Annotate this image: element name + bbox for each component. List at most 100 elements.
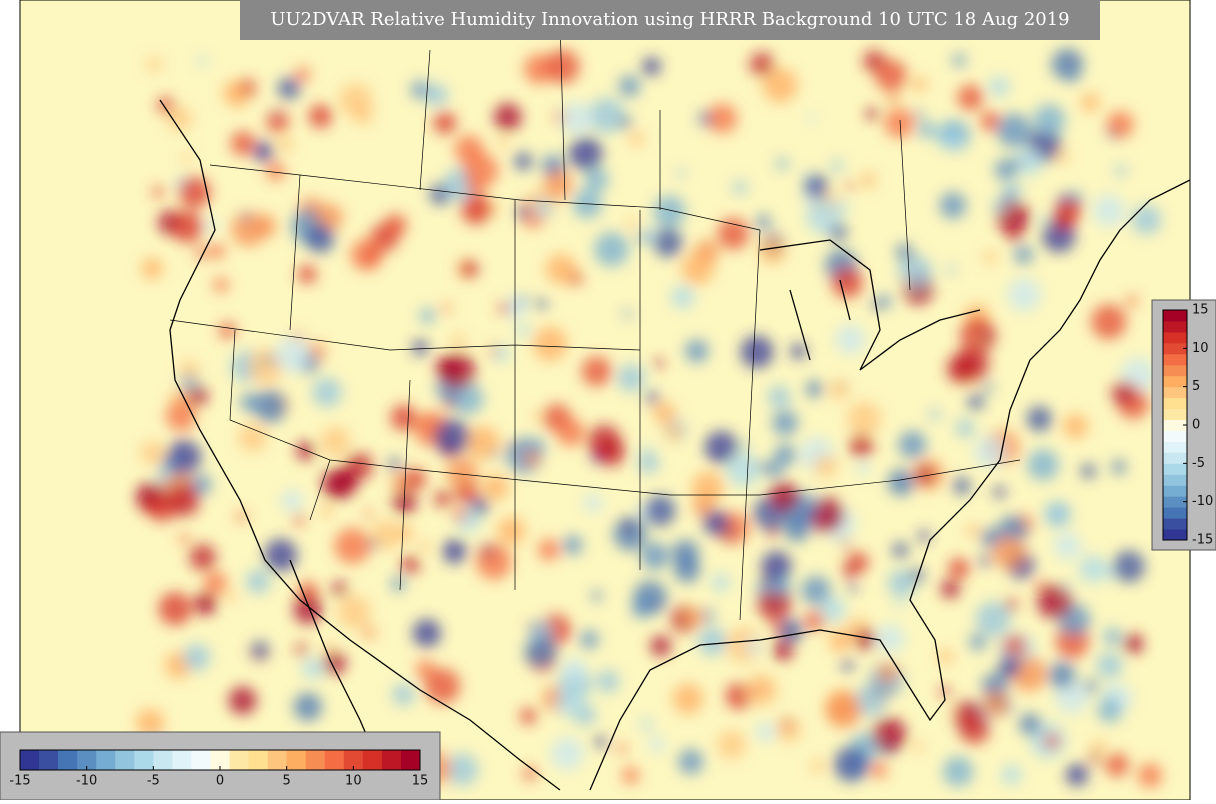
field-blob [761,551,792,582]
field-blob [252,214,277,238]
field-blob [166,439,202,475]
field-blob [842,563,857,578]
field-blob [836,200,849,213]
field-blob [1011,158,1022,168]
field-blob [877,662,899,683]
colorbar-swatch [1163,430,1187,442]
field-blob [1019,713,1042,736]
field-blob [814,454,838,478]
field-blob [516,205,530,219]
field-blob [562,535,583,555]
field-blob [248,348,284,385]
field-blob [179,360,199,380]
field-blob [641,542,669,570]
field-blob [302,658,324,680]
colorbar-swatch [1163,452,1187,464]
field-blob [434,490,451,507]
field-blob [870,761,888,779]
field-blob [671,285,695,309]
field-blob [523,449,541,466]
field-blob [772,410,798,436]
field-blob [622,767,640,784]
field-blob [894,599,904,609]
field-blob [1080,463,1096,479]
field-blob [801,575,831,606]
field-blob [830,160,843,173]
field-blob [992,198,1007,213]
field-blob [733,180,747,195]
field-blob [951,709,961,719]
field-blob [1083,679,1098,693]
field-blob [533,197,553,218]
field-blob [493,103,522,131]
field-blob [364,509,373,518]
field-blob [466,177,484,195]
field-blob [465,426,500,460]
colorbar-swatch [1163,342,1187,355]
field-blob [433,111,457,135]
field-blob [264,538,298,572]
field-blob [425,84,448,107]
field-blob [975,334,985,344]
field-blob [1092,194,1126,227]
field-blob [193,592,217,616]
field-blob [613,517,647,551]
field-blob [295,644,308,657]
colorbar-swatch [1163,441,1187,453]
field-blob [1004,598,1018,612]
field-blob [1027,449,1059,481]
field-blob [462,261,478,277]
field-blob [293,595,323,625]
field-blob [555,688,584,717]
field-blob [183,643,211,671]
field-blob [663,422,684,442]
colorbar-swatch [267,750,288,770]
field-blob [726,453,760,487]
field-blob [942,756,974,787]
colorbar-swatch [400,750,421,770]
field-blob [397,525,413,541]
field-blob [275,337,311,373]
field-blob [390,576,406,592]
field-blob [841,539,851,549]
field-blob [1137,763,1163,788]
field-blob [700,608,714,623]
field-blob [945,133,962,151]
field-blob [594,232,629,267]
field-blob [187,385,208,406]
field-blob [491,449,500,459]
field-blob [697,626,727,656]
field-blob [912,76,927,92]
field-blob [296,441,315,461]
field-blob [594,735,607,748]
field-blob [332,581,348,597]
field-blob [337,595,371,629]
field-blob [1007,278,1041,312]
colorbar-swatch [115,750,135,770]
state-lines [169,19,1021,621]
field-blob [581,356,612,387]
colorbar-tick-label: 10 [345,774,362,789]
field-blob [295,67,311,82]
pacific-coast [159,99,561,791]
field-blob [896,243,914,261]
field-blob [550,737,584,770]
field-blob [617,364,645,392]
field-blob [625,217,637,229]
colorbar-swatch [1163,331,1187,344]
field-blob [445,753,478,786]
field-blob [772,639,794,661]
field-blob [750,52,774,77]
field-blob [222,80,248,106]
field-blob [825,692,861,728]
field-blob [1003,182,1022,201]
field-blob [957,84,984,111]
field-blob [1033,104,1066,136]
field-blob [531,410,543,422]
field-blob [277,136,294,153]
field-blob [1125,295,1138,308]
field-blob [703,509,729,536]
field-blob [351,103,374,125]
field-blob [181,152,193,164]
